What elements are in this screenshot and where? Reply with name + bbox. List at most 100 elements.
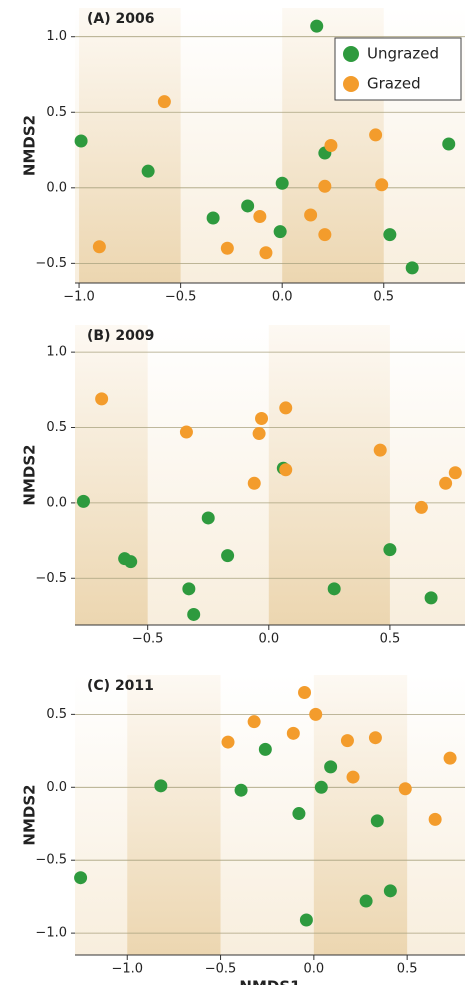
shade-band <box>313 675 408 955</box>
point <box>255 411 269 425</box>
point <box>368 731 382 745</box>
point <box>383 543 397 557</box>
panel: −0.5 0.0 0.5 1.0 −0.5 0.0 0.5 (B) 2009 NMDS2 <box>21 325 465 647</box>
x-tick-label: 0.5 <box>373 290 394 305</box>
point <box>398 782 412 796</box>
y-tick-label: 1.0 <box>46 345 67 360</box>
point <box>383 884 397 898</box>
legend-marker <box>343 76 359 92</box>
point <box>442 137 456 151</box>
point <box>443 751 457 765</box>
y-tick-label: 1.0 <box>46 29 67 44</box>
x-tick-label: 0.0 <box>272 290 293 305</box>
point <box>157 95 171 109</box>
x-tick-label: 0.5 <box>397 962 418 977</box>
point <box>258 742 272 756</box>
x-tick-label: −1.0 <box>111 962 143 977</box>
y-tick-label: 0.5 <box>46 420 67 435</box>
shade-band <box>127 675 221 955</box>
point <box>327 582 341 596</box>
point <box>124 555 138 569</box>
chart-title: (C) 2011 <box>87 678 154 694</box>
y-tick-label: 0.0 <box>46 780 67 795</box>
y-tick-label: 0.5 <box>46 707 67 722</box>
point <box>259 246 273 260</box>
chart-title: (B) 2009 <box>87 328 154 344</box>
y-axis-title: NMDS2 <box>21 784 39 845</box>
x-tick-label: 0.0 <box>258 632 279 647</box>
point <box>369 128 383 142</box>
point <box>373 443 387 457</box>
point <box>220 241 234 255</box>
y-axis-title: NMDS2 <box>21 115 39 176</box>
point <box>234 783 248 797</box>
point <box>76 494 90 508</box>
point <box>206 211 220 225</box>
x-tick-label: −0.5 <box>165 290 197 305</box>
x-axis-title: NMDS1 <box>239 978 300 985</box>
shade-band <box>75 325 148 625</box>
point <box>292 807 306 821</box>
point <box>286 726 300 740</box>
y-tick-label: −0.5 <box>35 256 67 271</box>
point <box>310 19 324 33</box>
point <box>95 392 109 406</box>
point <box>375 178 389 192</box>
y-axis-title: NMDS2 <box>21 444 39 505</box>
x-tick-label: −1.0 <box>63 290 95 305</box>
point <box>324 760 338 774</box>
x-tick-label: −0.5 <box>132 632 164 647</box>
y-tick-label: 0.0 <box>46 495 67 510</box>
point <box>414 500 428 514</box>
point <box>428 812 442 826</box>
point <box>359 894 373 908</box>
chart-title: (A) 2006 <box>87 11 154 27</box>
x-tick-label: −0.5 <box>205 962 237 977</box>
shade-band <box>79 8 181 283</box>
point <box>299 913 313 927</box>
legend-marker <box>343 46 359 62</box>
point <box>318 179 332 193</box>
point <box>247 715 261 729</box>
point <box>92 240 106 254</box>
point <box>405 261 419 275</box>
point <box>448 466 462 480</box>
point <box>298 686 312 699</box>
point <box>439 476 453 490</box>
point <box>324 139 338 152</box>
point <box>304 208 318 222</box>
point <box>187 607 201 621</box>
point <box>201 511 215 525</box>
point <box>221 735 235 749</box>
point <box>74 871 88 885</box>
point <box>279 401 293 415</box>
point <box>340 734 354 748</box>
point <box>383 228 397 242</box>
point <box>154 779 168 793</box>
legend-label: Grazed <box>367 75 421 93</box>
point <box>309 707 323 721</box>
point <box>141 164 155 178</box>
point <box>273 225 287 239</box>
point <box>74 134 88 148</box>
point <box>252 427 266 441</box>
legend: Ungrazed Grazed <box>334 37 462 101</box>
y-tick-label: −0.5 <box>35 853 67 868</box>
point <box>253 210 267 224</box>
legend-label: Ungrazed <box>367 45 439 63</box>
y-tick-label: 0.5 <box>46 105 67 120</box>
point <box>182 582 196 596</box>
point <box>241 199 255 213</box>
panel: −0.5 0.0 0.5 1.0 −1.0 −0.5 0.0 0.5 (A) 2006 NMDS2… <box>21 8 465 305</box>
y-tick-label: 0.0 <box>46 180 67 195</box>
point <box>424 591 438 605</box>
panel: −1.0 −0.5 0.0 0.5 −1.0 −0.5 0.0 0.5 (C) 2011 NMDS… <box>21 675 465 985</box>
point <box>179 425 193 439</box>
point <box>221 549 235 563</box>
y-tick-label: −1.0 <box>35 926 67 941</box>
point <box>314 780 328 794</box>
x-tick-label: 0.5 <box>380 632 401 647</box>
y-tick-label: −0.5 <box>35 571 67 586</box>
point <box>318 228 332 242</box>
